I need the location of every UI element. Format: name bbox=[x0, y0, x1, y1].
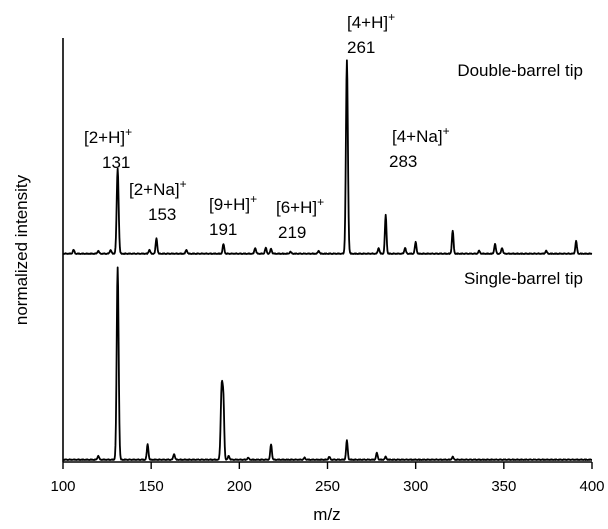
peak-ion-label-283: [4+Na]+ bbox=[392, 124, 450, 146]
x-tick-label: 400 bbox=[579, 478, 604, 495]
ion-formula: [4+Na] bbox=[392, 127, 443, 146]
ion-formula: [4+H] bbox=[347, 13, 388, 32]
x-tick-label: 350 bbox=[491, 478, 516, 495]
y-axis-label: normalized intensity bbox=[12, 174, 31, 325]
peak-annotations: [2+H]+131[2+Na]+153[9+H]+191[6+H]+219[4+… bbox=[84, 10, 450, 242]
ion-charge: + bbox=[125, 125, 132, 139]
x-tick-label: 150 bbox=[139, 478, 164, 495]
ion-charge: + bbox=[317, 195, 324, 209]
trace-series-0 bbox=[62, 59, 593, 255]
peak-ion-label-219: [6+H]+ bbox=[276, 195, 324, 217]
ion-formula: [9+H] bbox=[209, 195, 250, 214]
x-tick-label: 300 bbox=[403, 478, 428, 495]
x-tick-label: 200 bbox=[227, 478, 252, 495]
series-label-0: Double-barrel tip bbox=[457, 61, 583, 80]
x-axis-ticks: 100 150 200 250 300 350 400 bbox=[50, 462, 605, 495]
peak-ion-label-131: [2+H]+ bbox=[84, 125, 132, 147]
peak-mz-label-283: 283 bbox=[389, 152, 417, 171]
peak-ion-label-153: [2+Na]+ bbox=[129, 177, 187, 199]
ion-charge: + bbox=[443, 124, 450, 138]
x-tick-label: 250 bbox=[315, 478, 340, 495]
peak-mz-label-191: 191 bbox=[209, 220, 237, 239]
peak-mz-label-261: 261 bbox=[347, 38, 375, 57]
series-label-1: Single-barrel tip bbox=[464, 269, 583, 288]
series-labels: Double-barrel tip Single-barrel tip bbox=[457, 61, 583, 288]
ion-formula: [2+Na] bbox=[129, 180, 180, 199]
ion-charge: + bbox=[180, 177, 187, 191]
spectrum-traces bbox=[62, 59, 593, 461]
peak-ion-label-191: [9+H]+ bbox=[209, 192, 257, 214]
ion-charge: + bbox=[250, 192, 257, 206]
x-axis-label: m/z bbox=[313, 505, 340, 524]
peak-mz-label-131: 131 bbox=[102, 153, 130, 172]
peak-mz-label-153: 153 bbox=[148, 205, 176, 224]
trace-series-1 bbox=[62, 266, 593, 461]
ion-charge: + bbox=[388, 10, 395, 24]
x-tick-label: 100 bbox=[50, 478, 75, 495]
peak-mz-label-219: 219 bbox=[278, 223, 306, 242]
peak-ion-label-261: [4+H]+ bbox=[347, 10, 395, 32]
ion-formula: [2+H] bbox=[84, 128, 125, 147]
ion-formula: [6+H] bbox=[276, 198, 317, 217]
